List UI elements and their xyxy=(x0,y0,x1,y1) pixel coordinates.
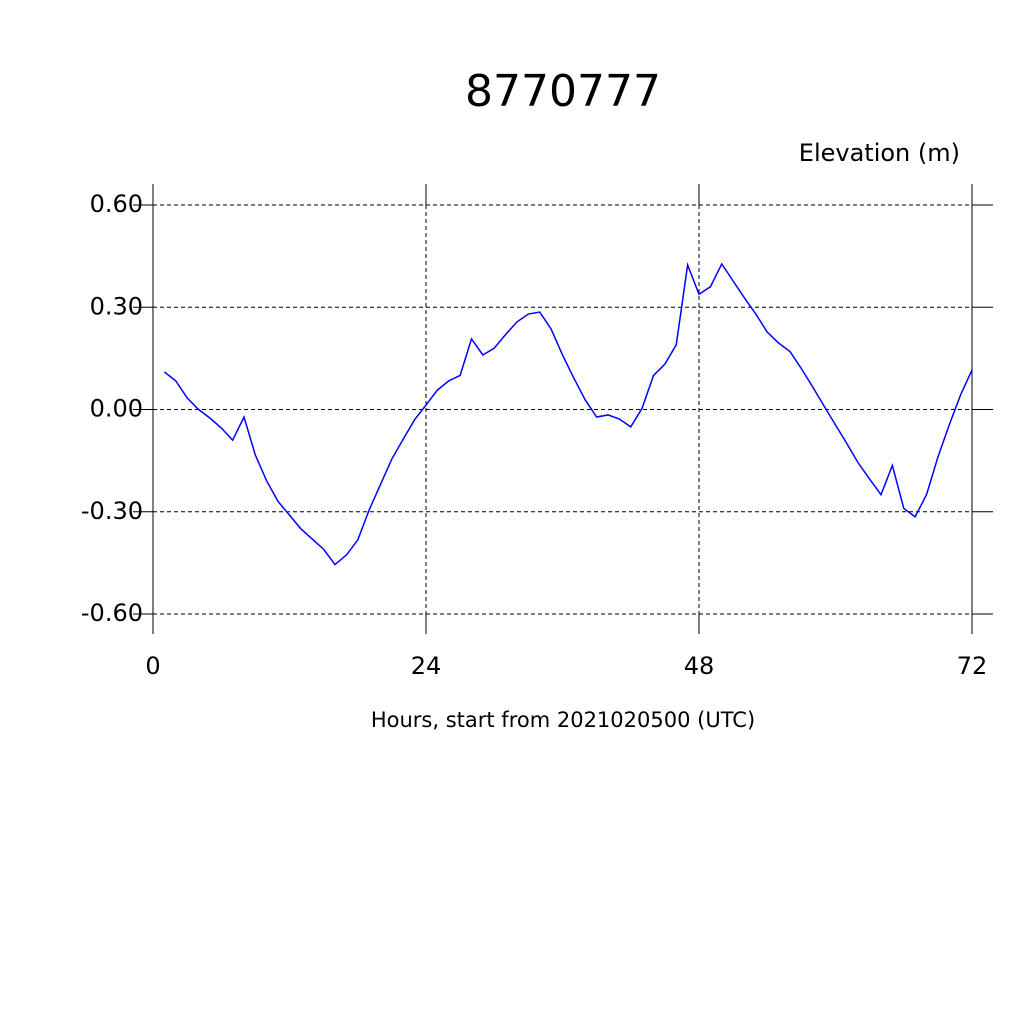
x-axis-label: Hours, start from 2021020500 (UTC) xyxy=(371,708,755,732)
x-tick-label: 72 xyxy=(957,652,988,680)
x-tick-label: 48 xyxy=(684,652,715,680)
x-tick-label: 24 xyxy=(411,652,442,680)
y-tick-label: -0.60 xyxy=(81,599,143,627)
y-tick-label: -0.30 xyxy=(81,497,143,525)
y-tick-label: 0.00 xyxy=(90,395,143,423)
x-tick-label: 0 xyxy=(145,652,160,680)
y-tick-label: 0.60 xyxy=(90,190,143,218)
y-tick-label: 0.30 xyxy=(90,292,143,320)
chart-title: 8770777 xyxy=(465,66,661,117)
data-line xyxy=(163,262,973,566)
chart-subtitle: Elevation (m) xyxy=(799,139,960,167)
